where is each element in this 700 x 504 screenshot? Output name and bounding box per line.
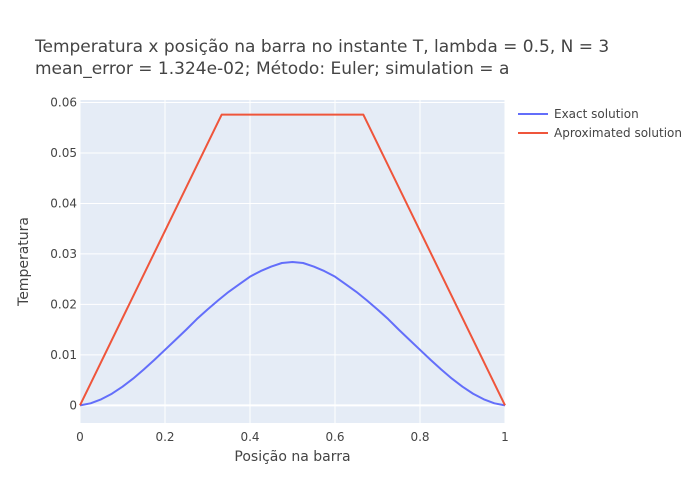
y-axis-title: Temperatura (16, 217, 32, 307)
y-tick-label: 0.05 (50, 146, 77, 160)
legend-item-exact[interactable]: Exact solution (518, 107, 639, 121)
x-tick-label: 0.4 (240, 430, 259, 444)
y-tick-label: 0.01 (50, 348, 77, 362)
chart-title-line-2: mean_error = 1.324e-02; Método: Euler; s… (35, 59, 509, 79)
x-tick-label: 0.6 (325, 430, 344, 444)
y-tick-label: 0.03 (50, 247, 77, 261)
y-tick-label: 0.04 (50, 196, 77, 210)
y-tick-label: 0.02 (50, 297, 77, 311)
y-tick-label: 0 (69, 398, 77, 412)
x-axis-title: Posição na barra (234, 449, 350, 465)
x-tick-label: 0 (76, 430, 84, 444)
x-tick-label: 0.2 (155, 430, 174, 444)
legend-item-aproximated[interactable]: Aproximated solution (518, 126, 682, 140)
grid-lines (79, 100, 506, 423)
exact-solution-line (79, 261, 506, 407)
x-tick-label: 0.8 (410, 430, 429, 444)
series-lines (79, 113, 506, 407)
aproximated-solution-line (79, 113, 506, 406)
chart-title-line-1: Temperatura x posição na barra no instan… (34, 37, 609, 57)
legend-label-exact: Exact solution (554, 107, 639, 121)
tick-labels: 0 0.2 0.4 0.6 0.8 1 0 0.01 0.02 0.03 0.04 0.05 0.06 (50, 96, 509, 444)
y-tick-label: 0.06 (50, 96, 77, 110)
legend-label-aproximated: Aproximated solution (554, 126, 682, 140)
x-tick-label: 1 (501, 430, 509, 444)
legend: Exact solution Aproximated solution (518, 107, 682, 140)
